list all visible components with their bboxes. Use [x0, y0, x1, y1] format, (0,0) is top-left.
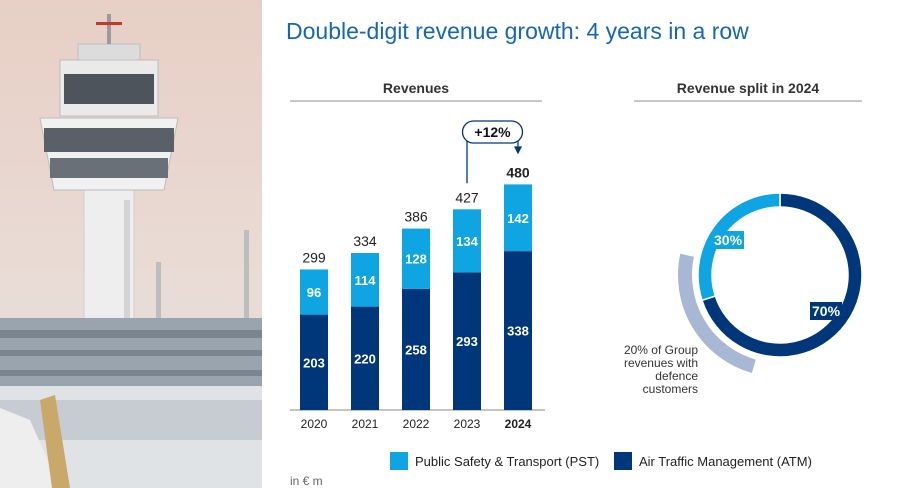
bar-total-2024: 480 — [506, 164, 530, 180]
legend-atm: Air Traffic Management (ATM) — [614, 452, 812, 470]
legend-swatch-atm — [614, 452, 632, 470]
airport-tower-photo — [0, 0, 262, 488]
bar-label-pst-2024: 142 — [507, 211, 529, 226]
legend-label-pst: Public Safety & Transport (PST) — [415, 453, 600, 469]
bar-atm-2020 — [300, 314, 328, 410]
bar-atm-2023 — [453, 272, 481, 410]
bar-pst-2021 — [351, 253, 379, 307]
bar-chart-title-rule — [290, 100, 542, 102]
bar-chart-title: Revenues — [382, 80, 450, 96]
bar-label-pst-2022: 128 — [405, 252, 427, 267]
donut-chart-title: Revenue split in 2024 — [676, 80, 820, 96]
bar-pst-2022 — [402, 228, 430, 289]
revenue-bar-chart: 203 96 299 2020 220 114 334 2021 258 128 386 2022 29… — [290, 120, 545, 431]
bar-atm-2024 — [504, 251, 532, 410]
bar-total-2023: 427 — [455, 189, 479, 205]
bar-label-pst-2021: 114 — [355, 273, 377, 288]
legend-swatch-pst — [390, 452, 408, 470]
x-tick-2021: 2021 — [352, 417, 379, 431]
donut-label-atm: 70% — [810, 302, 843, 320]
bar-label-atm-2020: 203 — [303, 355, 325, 370]
bar-pst-2023 — [453, 209, 481, 273]
growth-badge — [461, 120, 524, 144]
bar-pst-2024 — [504, 184, 532, 252]
bar-atm-2021 — [351, 306, 379, 410]
bar-total-2021: 334 — [353, 233, 377, 249]
legend-pst: Public Safety & Transport (PST) — [390, 452, 599, 470]
unit-label: in € m — [290, 474, 323, 488]
x-tick-2024: 2024 — [505, 417, 532, 431]
x-tick-2023: 2023 — [454, 417, 481, 431]
defence-arc — [678, 253, 756, 374]
donut-label-pst: 30% — [712, 231, 745, 249]
page-title: Double-digit revenue growth: 4 years in … — [286, 18, 749, 44]
defence-note: 20% of Group revenues with defence custo… — [623, 343, 698, 396]
bar-label-pst-2020: 96 — [307, 285, 321, 300]
bar-label-atm-2022: 258 — [405, 342, 427, 357]
bar-atm-2022 — [402, 288, 430, 410]
bar-total-2020: 299 — [302, 249, 326, 265]
bar-label-atm-2024: 338 — [507, 324, 529, 339]
growth-label: +12% — [474, 124, 511, 140]
x-tick-2020: 2020 — [301, 417, 328, 431]
donut-chart-title-rule — [634, 100, 862, 102]
bar-pst-2020 — [300, 269, 328, 315]
x-tick-2022: 2022 — [403, 417, 430, 431]
bar-label-pst-2023: 134 — [456, 234, 478, 249]
bar-label-atm-2021: 220 — [354, 351, 376, 366]
bar-total-2022: 386 — [404, 209, 428, 225]
legend-label-atm: Air Traffic Management (ATM) — [639, 453, 812, 469]
growth-arrowhead — [514, 146, 522, 155]
bar-label-atm-2023: 293 — [456, 334, 478, 349]
